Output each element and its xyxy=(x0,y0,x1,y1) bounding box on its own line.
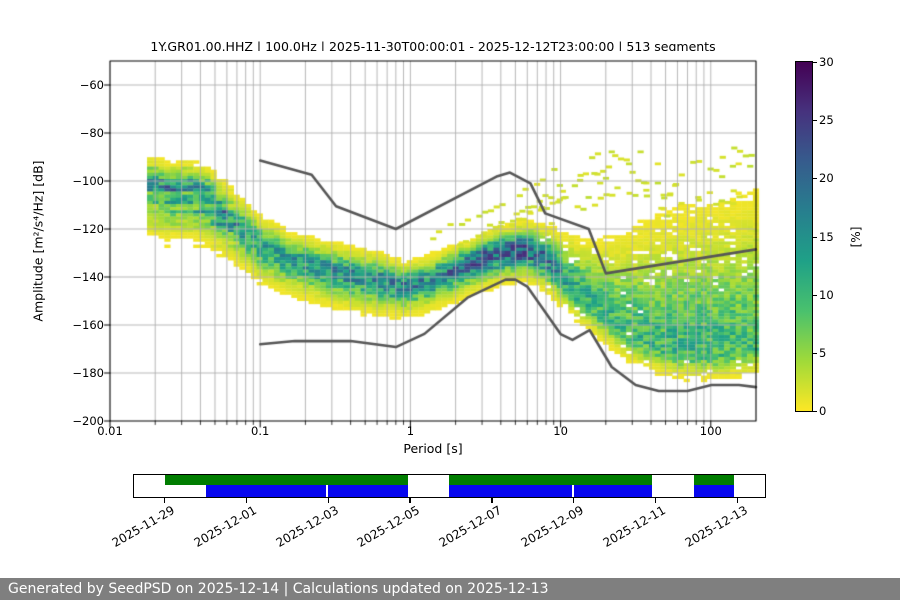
colorbar-tick-mark xyxy=(813,352,817,354)
timeline-tick-mark xyxy=(736,498,738,503)
colorbar-tick-mark xyxy=(813,411,817,412)
coverage-segment xyxy=(449,475,653,485)
colorbar-tick-label: 20 xyxy=(819,171,834,186)
y-tick-label: −180 xyxy=(72,366,104,380)
colorbar-tick-label: 0 xyxy=(819,404,827,418)
timeline-tick-mark xyxy=(409,498,411,503)
coverage-segment xyxy=(694,484,734,497)
coverage-segment xyxy=(449,484,573,497)
colorbar-tick-mark xyxy=(813,294,817,296)
coverage-segment xyxy=(327,484,409,497)
timeline-tick-mark xyxy=(654,498,657,503)
y-tick-label: −140 xyxy=(72,270,104,284)
coverage-segment xyxy=(205,484,326,497)
y-tick-label: −200 xyxy=(72,414,104,428)
timeline-tick-mark xyxy=(164,498,166,503)
footer-bar: Generated by SeedPSD on 2025-12-14 | Cal… xyxy=(0,578,900,600)
y-tick-label: −100 xyxy=(72,174,104,188)
y-tick-label: −160 xyxy=(72,318,104,332)
timeline-tick-mark xyxy=(245,498,248,503)
colorbar-tick-label: 30 xyxy=(819,55,834,69)
colorbar-tick-mark xyxy=(813,120,817,122)
y-tick-label: −60 xyxy=(79,78,104,92)
plot-title: 1Y.GR01.00.HHZ | 100.0Hz | 2025-11-30T00… xyxy=(150,39,716,54)
colorbar-tick-label: 10 xyxy=(819,287,834,302)
x-tick-label: 0.01 xyxy=(97,424,123,438)
colorbar-tick-mark xyxy=(813,236,817,238)
timeline-tick-mark xyxy=(327,498,329,503)
colorbar-gradient xyxy=(795,61,813,412)
y-tick-label: −120 xyxy=(72,222,104,236)
x-tick-label: 100 xyxy=(699,424,722,438)
colorbar-label: [%] xyxy=(849,226,863,248)
coverage-segment xyxy=(694,475,734,485)
x-axis-label: Period [s] xyxy=(403,441,463,456)
x-tick-label: 10 xyxy=(553,424,568,438)
colorbar-tick-label: 15 xyxy=(819,229,834,244)
x-tick-label: 0.1 xyxy=(251,424,270,438)
timeline-tick-mark xyxy=(491,498,493,503)
colorbar-tick-label: 5 xyxy=(819,345,827,360)
x-tick-label: 1 xyxy=(406,424,415,438)
colorbar-tick-mark xyxy=(813,178,817,180)
ppsd-heatmap-canvas xyxy=(100,51,770,441)
coverage-segment xyxy=(164,475,409,485)
colorbar-tick-label: 25 xyxy=(819,113,834,128)
timeline-tick-mark xyxy=(572,498,575,503)
y-tick-label: −80 xyxy=(79,126,104,140)
coverage-segment xyxy=(573,484,653,497)
colorbar-tick-mark xyxy=(813,62,817,63)
footer-text: Generated by SeedPSD on 2025-12-14 | Cal… xyxy=(8,581,549,597)
coverage-timeline xyxy=(133,474,766,498)
